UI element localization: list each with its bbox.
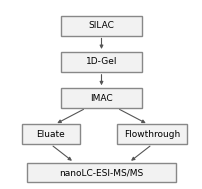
FancyBboxPatch shape xyxy=(27,163,175,183)
Text: Flowthrough: Flowthrough xyxy=(123,130,179,139)
FancyBboxPatch shape xyxy=(60,52,142,72)
Text: IMAC: IMAC xyxy=(90,94,112,103)
Text: Eluate: Eluate xyxy=(36,130,65,139)
FancyBboxPatch shape xyxy=(21,124,80,144)
Text: 1D-Gel: 1D-Gel xyxy=(85,57,117,66)
Text: nanoLC-ESI-MS/MS: nanoLC-ESI-MS/MS xyxy=(59,168,143,177)
FancyBboxPatch shape xyxy=(60,88,142,108)
FancyBboxPatch shape xyxy=(117,124,186,144)
FancyBboxPatch shape xyxy=(60,15,142,36)
Text: SILAC: SILAC xyxy=(88,21,114,30)
